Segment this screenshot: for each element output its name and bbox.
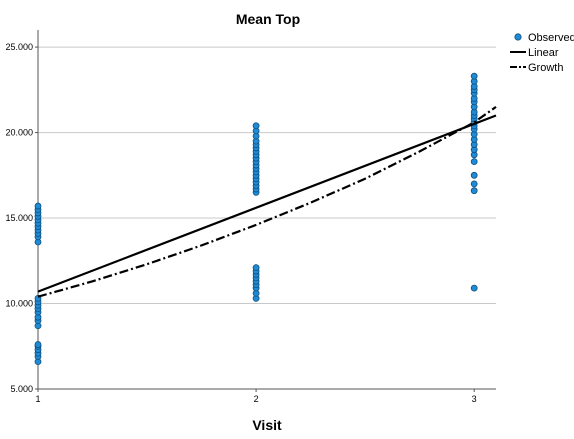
y-tick-label: 25.000: [5, 42, 33, 52]
observed-point: [470, 284, 478, 292]
observed-points: [34, 72, 478, 366]
x-tick-label: 2: [254, 394, 259, 404]
legend: Observed Linear Growth: [510, 32, 574, 74]
observed-point: [252, 122, 260, 130]
legend-label-observed: Observed: [528, 32, 574, 44]
fit-line-linear: [37, 114, 497, 293]
chart-title: Mean Top: [236, 11, 300, 27]
y-tick-label: 15.000: [5, 213, 33, 223]
legend-label-linear: Linear: [528, 47, 559, 59]
fit-line-growth: [37, 106, 497, 298]
observed-point: [470, 180, 478, 188]
gridlines: [38, 46, 496, 305]
observed-point: [470, 72, 478, 80]
x-tick-label: 3: [472, 394, 477, 404]
observed-point: [470, 158, 478, 166]
observed-point: [470, 187, 478, 195]
observed-point: [470, 171, 478, 179]
axes: [37, 30, 496, 390]
y-axis-ticks: 5.000 10.000 15.000 20.000 25.000: [5, 42, 38, 394]
observed-point: [34, 202, 42, 210]
y-tick-label: 10.000: [5, 299, 33, 309]
legend-marker-observed: [514, 33, 522, 41]
y-tick-label: 20.000: [5, 128, 33, 138]
y-tick-label: 5.000: [10, 384, 33, 394]
x-axis-ticks: 1 2 3: [35, 389, 477, 404]
observed-point: [34, 341, 42, 348]
legend-label-growth: Growth: [528, 62, 563, 74]
x-axis-title: Visit: [252, 417, 282, 433]
x-tick-label: 1: [35, 394, 40, 404]
fit-lines: [37, 106, 497, 298]
observed-point: [252, 264, 260, 272]
